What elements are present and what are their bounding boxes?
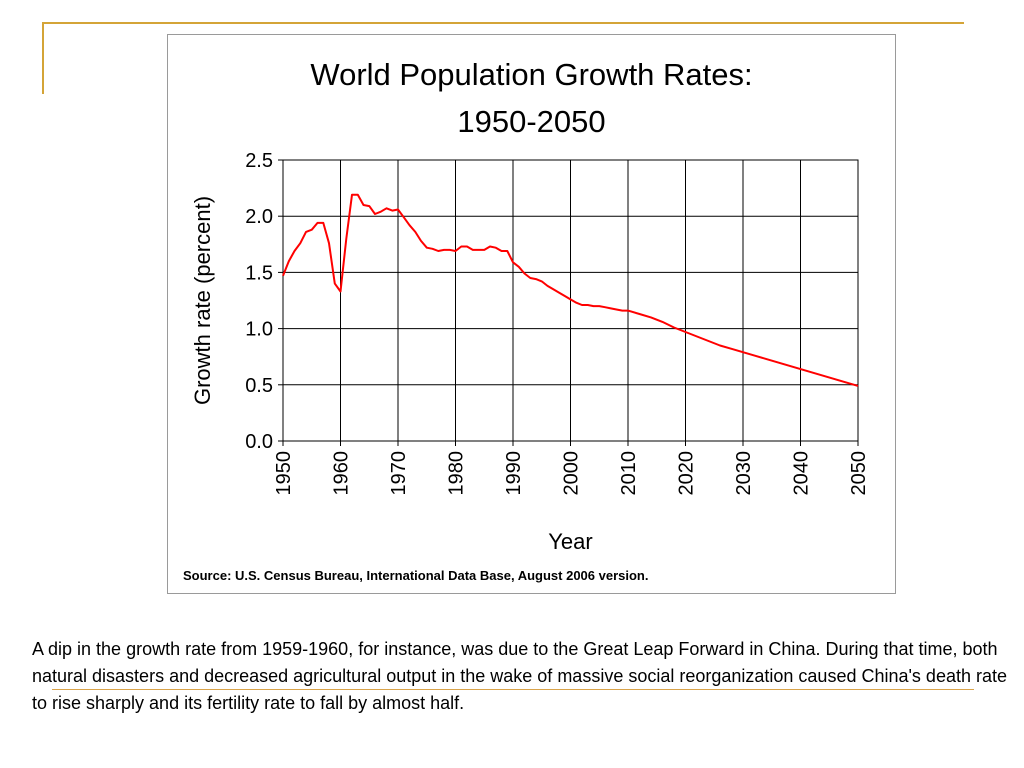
chart-panel: World Population Growth Rates: 1950-2050… [167, 34, 896, 594]
x-tick-label: 2030 [733, 451, 755, 496]
x-tick-label: 1950 [273, 451, 295, 496]
y-tick-label: 2.5 [245, 150, 273, 172]
x-tick-label: 1970 [388, 451, 410, 496]
x-tick-label: 2040 [791, 451, 813, 496]
x-tick-label: 2020 [676, 451, 698, 496]
chart-title: World Population Growth Rates: [310, 57, 753, 92]
chart-subtitle: 1950-2050 [457, 104, 606, 139]
y-tick-label: 1.5 [245, 262, 273, 284]
y-tick-label: 0.0 [245, 431, 273, 453]
decorative-underline [52, 689, 974, 690]
decorative-top-rule [42, 22, 964, 24]
y-tick-label: 1.0 [245, 319, 273, 341]
x-tick-label: 2050 [848, 451, 870, 496]
y-tick-label: 2.0 [245, 206, 273, 228]
x-tick-label: 2010 [618, 451, 640, 496]
y-axis-label: Growth rate (percent) [190, 196, 215, 405]
x-tick-label: 1960 [331, 451, 353, 496]
y-tick-label: 0.5 [245, 375, 273, 397]
line-chart: 0.0 0.5 1.0 1.5 2.0 2.5 1950 1960 1970 1980 1990 20… [190, 150, 870, 554]
x-tick-label: 2000 [561, 451, 583, 496]
x-axis-label: Year [548, 529, 592, 554]
x-tick-label: 1980 [446, 451, 468, 496]
decorative-left-rule [42, 22, 44, 94]
plot-area-border [282, 159, 859, 442]
growth-rate-line [282, 193, 859, 387]
chart-source: Source: U.S. Census Bureau, Internationa… [183, 568, 649, 583]
x-tick-label: 1990 [503, 451, 525, 496]
caption-text: A dip in the growth rate from 1959-1960,… [32, 639, 1007, 713]
